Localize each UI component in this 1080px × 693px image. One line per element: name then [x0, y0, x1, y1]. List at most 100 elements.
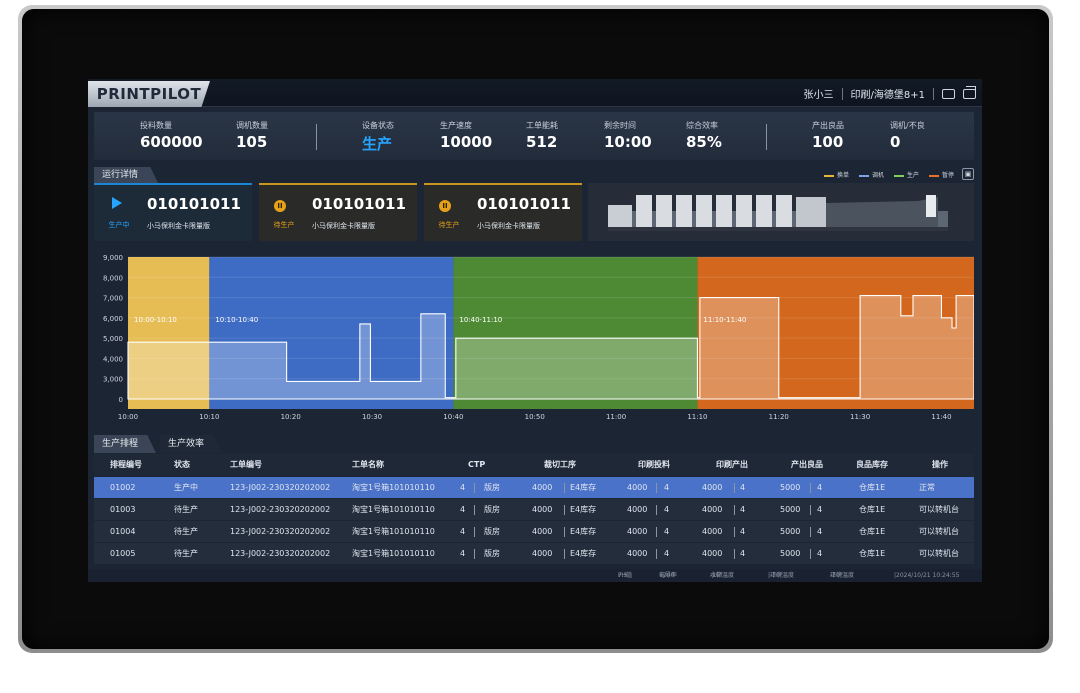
- restore-icon[interactable]: [963, 85, 976, 99]
- segment-range-label: 10:00-10:10: [134, 316, 177, 324]
- stat-value: 0: [890, 133, 901, 151]
- row-good-sub: 4: [817, 483, 823, 492]
- stat-setup-qty: 调机数量 105: [236, 120, 268, 151]
- row-good-sub: 4: [817, 549, 823, 558]
- row-good-sub: 4: [817, 505, 823, 514]
- job-card-running[interactable]: 生产中 010101011 小马保利金卡限量版: [94, 183, 252, 241]
- table-body: 01002 生产中 123-J002-230320202002 淘宝1号箱101010…: [94, 476, 974, 564]
- machine-name[interactable]: 印刷/海德堡8+1: [850, 90, 925, 101]
- col-header: 排程编号: [110, 460, 142, 469]
- row-good-qty: 5000: [780, 527, 801, 536]
- x-tick-label: 11:40: [931, 413, 951, 421]
- footer-env-temp: | 环境温度 -20°: [768, 572, 795, 579]
- row-feed-sub: 4: [664, 549, 670, 558]
- divider: [933, 87, 934, 100]
- row-cut-count: 4000: [532, 527, 553, 536]
- segment-range-label: 10:40-11:10: [459, 316, 502, 324]
- cell-divider: [474, 505, 475, 515]
- row-feed-qty: 4000: [627, 505, 648, 514]
- chart-segment: [453, 257, 698, 409]
- cell-divider: [564, 483, 565, 493]
- cell-divider: [474, 527, 475, 537]
- col-header: 工单名称: [352, 460, 384, 469]
- divider: [841, 87, 843, 100]
- row-operation[interactable]: 可以转机台: [919, 549, 959, 558]
- job-product: 小马保利金卡限量版: [147, 222, 210, 230]
- table-row[interactable]: 01004 待生产 123-J002-230320202002 淘宝1号箱101010…: [94, 520, 974, 542]
- row-order-number: 123-J002-230320202002: [230, 549, 331, 558]
- row-output-qty: 4000: [702, 505, 723, 514]
- y-tick-label: 9,000: [103, 255, 123, 262]
- row-good-qty: 5000: [780, 505, 801, 514]
- stat-value: 10000: [440, 133, 493, 151]
- row-id: 01003: [110, 505, 136, 514]
- job-number: 010101011: [147, 195, 241, 213]
- y-tick-label: 5,000: [103, 335, 123, 343]
- row-order-name: 淘宝1号箱101010110: [352, 505, 435, 514]
- col-header: 状态: [174, 460, 190, 469]
- user-name[interactable]: 张小三: [803, 90, 834, 101]
- row-operation[interactable]: 可以转机台: [919, 527, 959, 536]
- row-id: 01005: [110, 549, 136, 558]
- row-operation[interactable]: 正常: [919, 483, 935, 492]
- tab-efficiency[interactable]: 生产效率: [160, 435, 222, 453]
- tab-schedule[interactable]: 生产排程: [94, 435, 156, 453]
- chart-segment: [209, 257, 454, 409]
- cell-divider: [810, 505, 811, 515]
- job-state: 待生产: [438, 221, 460, 229]
- col-header: 裁切工序: [544, 460, 576, 469]
- segment-range-label: 11:10-11:40: [703, 316, 746, 324]
- row-status: 待生产: [174, 527, 198, 536]
- stat-feed-qty: 投料数量 600000: [140, 120, 203, 151]
- row-ctp-type: 版房: [484, 483, 500, 492]
- row-ctp-type: 版房: [484, 505, 500, 514]
- legend-item: 调机: [858, 170, 884, 179]
- cell-divider: [656, 483, 657, 493]
- row-ctp-count: 4: [460, 527, 466, 536]
- cell-divider: [656, 549, 657, 559]
- row-output-qty: 4000: [702, 527, 723, 536]
- window-icon[interactable]: [942, 88, 955, 99]
- row-ctp-type: 版房: [484, 527, 500, 536]
- row-cut-stock: E4库存: [570, 527, 597, 536]
- row-cut-count: 4000: [532, 505, 553, 514]
- job-card-waiting[interactable]: II 待生产 010101011 小马保利金卡限量版: [424, 183, 582, 241]
- stat-value: 512: [526, 133, 558, 151]
- x-tick-label: 10:10: [199, 413, 219, 421]
- chart-svg: 0 3,000 4,000 5,000 6,000 7,000 8,000 9,000 10:0…: [94, 255, 974, 425]
- x-tick-label: 11:20: [769, 413, 789, 421]
- row-operation[interactable]: 可以转机台: [919, 505, 959, 514]
- pause-icon: II: [274, 200, 286, 212]
- row-id: 01002: [110, 483, 136, 492]
- row-ctp-count: 4: [460, 549, 466, 558]
- stat-label: 工单能耗: [526, 121, 558, 130]
- image-icon[interactable]: ▣: [962, 168, 974, 180]
- row-output-qty: 4000: [702, 483, 723, 492]
- table-row[interactable]: 01002 生产中 123-J002-230320202002 淘宝1号箱101010…: [94, 476, 974, 498]
- row-good-sub: 4: [817, 527, 823, 536]
- chart-segment: [128, 257, 210, 409]
- stat-speed: 生产速度 10000: [440, 120, 492, 151]
- col-header: CTP: [468, 460, 486, 469]
- tab-run-details[interactable]: 运行详情: [94, 167, 158, 183]
- y-tick-label: 7,000: [103, 295, 123, 303]
- y-tick-label: 0: [119, 396, 123, 404]
- divider: [316, 124, 317, 150]
- y-tick-label: 8,000: [103, 274, 123, 282]
- col-header: 印刷产出: [716, 460, 748, 469]
- job-state: 生产中: [108, 221, 130, 229]
- cell-divider: [734, 505, 735, 515]
- row-feed-sub: 4: [664, 505, 670, 514]
- stat-label: 调机数量: [236, 121, 268, 130]
- table-row[interactable]: 01005 待生产 123-J002-230320202002 淘宝1号箱101010…: [94, 542, 974, 564]
- col-header: 操作: [932, 460, 948, 469]
- row-cut-stock: E4库存: [570, 505, 597, 514]
- stat-remaining-time: 剩余时间 10:00: [604, 120, 652, 151]
- row-status: 生产中: [174, 483, 198, 492]
- row-stock: 仓库1E: [859, 549, 886, 558]
- job-card-waiting[interactable]: II 待生产 010101011 小马保利金卡限量版: [259, 183, 417, 241]
- stat-setup-defect: 调机/不良 0: [890, 120, 925, 151]
- row-cut-stock: E4库存: [570, 549, 597, 558]
- divider: [766, 124, 767, 150]
- table-row[interactable]: 01003 待生产 123-J002-230320202002 淘宝1号箱101010…: [94, 498, 974, 520]
